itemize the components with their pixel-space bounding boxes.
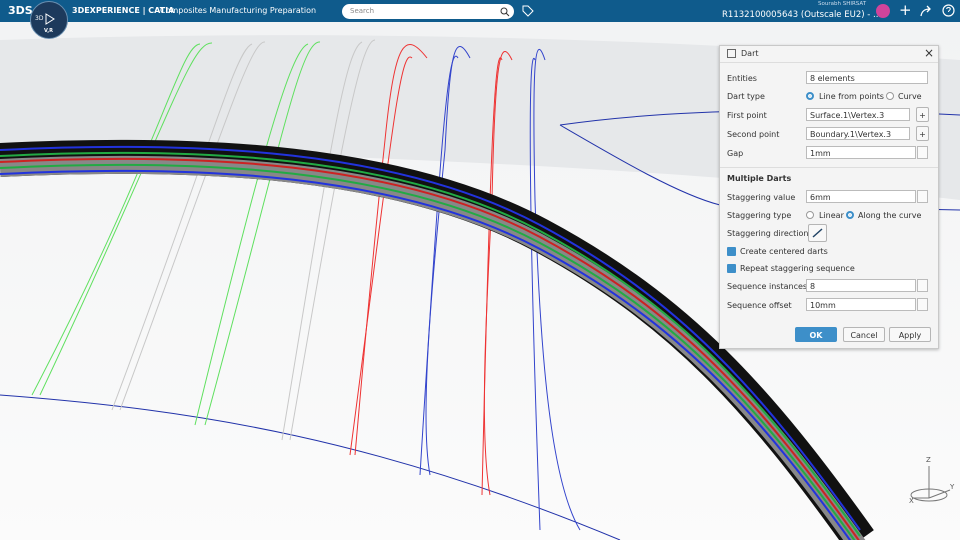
compass-3d: 3D [35, 15, 44, 22]
spinner[interactable] [917, 279, 928, 292]
checkbox[interactable] [727, 264, 736, 273]
share-icon[interactable] [920, 5, 932, 17]
avatar[interactable] [876, 4, 890, 18]
radio-off[interactable] [886, 92, 894, 100]
search-icon[interactable] [500, 7, 510, 17]
dialog-icon [727, 49, 736, 58]
logo[interactable]: 3DS [8, 4, 33, 17]
spinner[interactable] [917, 298, 928, 311]
top-bar: 3DS 3DEXPERIENCE | CATIA Composites Manu… [0, 0, 960, 22]
play-icon[interactable] [45, 13, 55, 25]
add-button[interactable]: + [916, 126, 929, 141]
radio-on[interactable] [846, 211, 854, 219]
apply-button[interactable]: Apply [889, 327, 931, 342]
axis-label: Z [926, 456, 931, 464]
divider [720, 167, 938, 168]
radio-on[interactable] [806, 92, 814, 100]
staggering-value-field[interactable]: 6mm [806, 190, 916, 203]
tag-icon[interactable] [522, 5, 534, 17]
search-placeholder: Search [350, 7, 375, 15]
spinner[interactable] [917, 190, 928, 203]
label: Second point [727, 130, 780, 139]
checkbox[interactable] [727, 247, 736, 256]
label: First point [727, 111, 767, 120]
direction-button[interactable] [808, 224, 827, 242]
checkbox-label: Repeat staggering sequence [740, 264, 855, 273]
offset-field[interactable]: 10mm [806, 298, 916, 311]
radio-label: Curve [898, 92, 922, 101]
label: Staggering value [727, 193, 796, 202]
first-point-field[interactable]: Surface.1\Vertex.3 [806, 108, 910, 121]
axis-label: Y [949, 483, 955, 491]
spinner[interactable] [917, 146, 928, 159]
search-box[interactable]: Search [342, 4, 514, 19]
ok-button[interactable]: OK [795, 327, 837, 342]
checkbox-label: Create centered darts [740, 247, 828, 256]
label: Staggering type [727, 211, 792, 220]
help-icon[interactable] [942, 4, 955, 17]
label: Sequence instances [727, 282, 808, 291]
user-name: Sourabh SHIRSAT [818, 1, 867, 7]
dart-dialog: Dart × Entities 8 elements Dart type Lin… [719, 45, 939, 349]
brand: 3DEXPERIENCE | CATIA [72, 6, 175, 15]
radio-off[interactable] [806, 211, 814, 219]
compass[interactable]: 3D V,R [30, 1, 68, 39]
radio-label: Line from points [819, 92, 884, 101]
label: Sequence offset [727, 301, 792, 310]
label: Staggering direction [727, 229, 809, 238]
axis-label: X [909, 497, 914, 505]
compass-vr: V,R [44, 28, 53, 34]
second-point-field[interactable]: Boundary.1\Vertex.3 [806, 127, 910, 140]
close-button[interactable]: × [924, 46, 935, 60]
app-name: Composites Manufacturing Preparation [160, 6, 317, 15]
dialog-header: Dart × [720, 46, 938, 63]
add-button[interactable]: + [916, 107, 929, 122]
gap-field[interactable]: 1mm [806, 146, 916, 159]
section-title: Multiple Darts [727, 174, 792, 183]
instances-field[interactable]: 8 [806, 279, 916, 292]
cancel-button[interactable]: Cancel [843, 327, 885, 342]
label: Gap [727, 149, 744, 158]
entities-field[interactable]: 8 elements [806, 71, 928, 84]
dialog-title: Dart [741, 49, 759, 58]
radio-label: Linear [819, 211, 844, 220]
radio-label: Along the curve [858, 211, 922, 220]
label: Dart type [727, 92, 765, 101]
tenant[interactable]: R1132100005643 (Outscale EU2) - ... [722, 10, 882, 20]
label: Entities [727, 74, 757, 83]
add-icon[interactable]: + [899, 1, 912, 19]
